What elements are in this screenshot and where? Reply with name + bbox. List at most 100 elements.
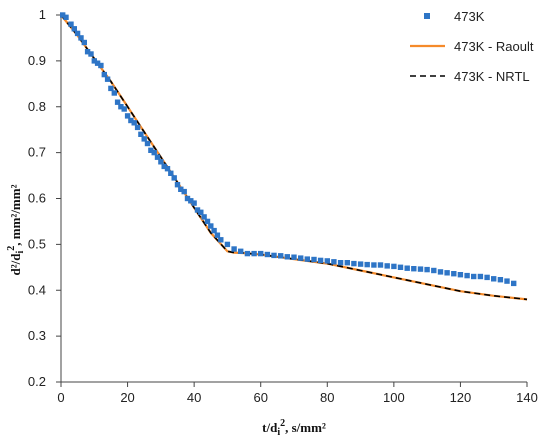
data-point — [317, 257, 324, 264]
data-point — [128, 117, 134, 124]
data-point — [214, 232, 221, 238]
data-point — [397, 264, 404, 270]
data-point — [101, 71, 107, 78]
data-point — [344, 260, 350, 266]
data-point — [424, 266, 430, 273]
data-point — [218, 237, 224, 243]
data-point — [174, 182, 181, 188]
data-point — [84, 49, 91, 55]
y-tick-label: 0.4 — [28, 282, 46, 297]
data-point — [134, 124, 141, 131]
data-point — [437, 269, 444, 275]
data-point — [63, 14, 69, 20]
data-point — [391, 263, 397, 270]
x-tick-label: 0 — [57, 390, 64, 405]
legend-label: 473K - Raoult — [454, 39, 534, 54]
data-point — [264, 251, 271, 258]
data-point — [364, 261, 370, 268]
data-point — [91, 58, 97, 64]
data-point — [94, 60, 101, 66]
data-point — [304, 256, 310, 262]
data-point — [118, 104, 124, 110]
data-point — [351, 260, 357, 267]
data-point — [161, 163, 167, 170]
data-point — [457, 272, 464, 278]
data-point — [74, 30, 81, 37]
series-layer — [60, 12, 528, 301]
data-point — [411, 266, 417, 272]
data-point — [244, 250, 251, 257]
legend-marker-473k — [424, 13, 430, 19]
x-axis-title: t/di2, s/mm² — [262, 418, 326, 438]
series-line-nrtl — [60, 14, 528, 301]
axes: 0 20 40 60 80 100 120 140 0.2 0.3 0.4 0.5 0.6 0.7 0.8 0… — [28, 7, 538, 405]
data-point — [98, 62, 104, 69]
y-tick-label: 0.9 — [28, 53, 46, 68]
x-tick-label: 100 — [383, 390, 405, 405]
data-point — [431, 267, 437, 274]
data-point — [331, 259, 337, 265]
data-point — [491, 276, 497, 282]
x-tick-label: 120 — [450, 390, 472, 405]
data-point — [471, 273, 477, 280]
data-point — [278, 253, 284, 259]
data-point — [141, 136, 147, 142]
data-point — [181, 188, 187, 195]
x-tick-label: 80 — [320, 390, 334, 405]
y-tick-label: 0.8 — [28, 99, 46, 114]
data-point — [271, 252, 277, 259]
y-axis-title: d²/di2, mm²/mm² — [6, 184, 26, 275]
data-point — [377, 262, 384, 268]
data-point — [298, 255, 304, 261]
data-point — [148, 147, 154, 153]
data-point — [68, 21, 74, 27]
data-point — [71, 26, 77, 32]
y-tick-label: 0.2 — [28, 374, 46, 389]
data-point — [204, 218, 211, 225]
data-point — [60, 12, 66, 18]
data-point — [464, 272, 470, 279]
data-point — [138, 131, 144, 137]
data-point — [178, 186, 184, 192]
data-point — [224, 241, 231, 248]
data-point — [504, 278, 510, 284]
data-point — [158, 159, 164, 165]
data-point — [511, 280, 517, 287]
data-point — [238, 248, 244, 254]
data-point — [258, 250, 264, 257]
data-point — [111, 90, 117, 96]
data-point — [311, 256, 317, 263]
legend: 473K 473K - Raoult 473K - NRTL — [410, 9, 534, 84]
data-point — [251, 250, 257, 257]
data-point — [208, 223, 214, 229]
data-point — [164, 166, 171, 172]
legend-label: 473K - NRTL — [454, 69, 530, 84]
x-tick-label: 140 — [516, 390, 538, 405]
data-point — [151, 149, 157, 156]
data-point — [451, 271, 457, 277]
data-point — [357, 261, 364, 267]
x-tick-label: 20 — [120, 390, 134, 405]
data-point — [384, 263, 390, 269]
data-point — [194, 207, 201, 213]
data-point — [144, 140, 151, 147]
data-point — [88, 51, 94, 57]
data-point — [168, 170, 174, 176]
x-tick-label: 40 — [187, 390, 201, 405]
data-point — [497, 277, 504, 283]
y-tick-label: 0.7 — [28, 145, 46, 160]
data-point — [484, 274, 490, 281]
data-point — [231, 246, 237, 252]
data-point — [284, 254, 290, 260]
x-tick-label: 60 — [253, 390, 267, 405]
data-point — [404, 265, 410, 271]
legend-label: 473K — [454, 9, 485, 24]
y-tick-label: 1 — [39, 7, 46, 22]
data-point — [184, 195, 191, 202]
data-point — [201, 214, 207, 220]
y-tick-label: 0.6 — [28, 191, 46, 206]
data-point — [198, 209, 204, 215]
data-point — [171, 175, 177, 181]
data-point — [78, 35, 84, 41]
